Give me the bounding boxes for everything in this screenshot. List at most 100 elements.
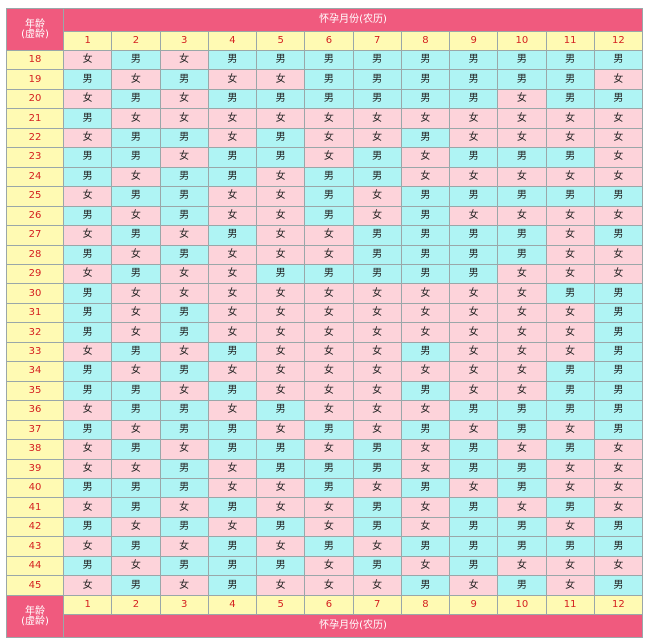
boy-cell: 男 — [400, 380, 451, 402]
girl-cell: 女 — [352, 419, 402, 441]
girl-cell: 女 — [207, 205, 258, 227]
girl-cell: 女 — [352, 380, 402, 402]
header-month-12: 12 — [593, 31, 644, 51]
boy-cell: 男 — [111, 380, 161, 402]
boy-cell: 男 — [352, 69, 402, 90]
boy-cell: 男 — [255, 147, 306, 168]
boy-cell: 男 — [62, 283, 113, 304]
girl-cell: 女 — [304, 108, 354, 129]
boy-cell: 男 — [593, 283, 644, 304]
girl-cell: 女 — [62, 400, 113, 421]
boy-cell: 男 — [593, 575, 644, 596]
girl-cell: 女 — [352, 361, 402, 382]
girl-cell: 女 — [207, 127, 258, 149]
boy-cell: 男 — [448, 186, 499, 207]
boy-cell: 男 — [545, 283, 595, 304]
girl-cell: 女 — [111, 322, 161, 343]
girl-cell: 女 — [497, 361, 547, 382]
boy-cell: 男 — [159, 69, 209, 90]
boy-cell: 男 — [400, 244, 451, 265]
boy-cell: 男 — [207, 419, 258, 441]
boy-cell: 男 — [352, 497, 402, 518]
girl-cell: 女 — [159, 147, 209, 168]
table-row: 18 女男女男男男男男男男男男 — [6, 49, 644, 71]
boy-cell: 男 — [593, 380, 644, 402]
boy-cell: 男 — [593, 186, 644, 207]
boy-cell: 男 — [159, 127, 209, 149]
girl-cell: 女 — [545, 322, 595, 343]
girl-cell: 女 — [497, 88, 547, 110]
header-month-5: 5 — [255, 31, 306, 51]
header-month-2: 2 — [111, 31, 161, 51]
girl-cell: 女 — [497, 302, 547, 324]
table-row: 40 男男男女女男女男女男女女 — [6, 477, 644, 499]
age-cell: 30 — [6, 283, 64, 304]
boy-cell: 男 — [593, 516, 644, 538]
table-row: 44 男女男男男女男女男女女女 — [6, 555, 644, 577]
footer-month-9: 9 — [448, 595, 499, 615]
boy-cell: 男 — [400, 477, 451, 499]
table-row: 27 女男女男女女男男男男女男 — [6, 225, 644, 246]
boy-cell: 男 — [255, 88, 306, 110]
boy-cell: 男 — [304, 536, 354, 557]
table-row: 32 男女男女女女女女女女女男 — [6, 322, 644, 343]
boy-cell: 男 — [111, 263, 161, 285]
girl-cell: 女 — [593, 127, 644, 149]
girl-cell: 女 — [255, 341, 306, 363]
girl-cell: 女 — [207, 244, 258, 265]
grid-body: 18 女男女男男男男男男男男男 19 男女男女女男男男男男男女 20 女男女男男男男男男女… — [6, 49, 644, 596]
girl-cell: 女 — [497, 108, 547, 129]
girl-cell: 女 — [593, 166, 644, 188]
header-month-11: 11 — [545, 31, 595, 51]
boy-cell: 男 — [593, 419, 644, 441]
boy-cell: 男 — [400, 225, 451, 246]
boy-cell: 男 — [448, 516, 499, 538]
boy-cell: 男 — [207, 439, 258, 460]
age-cell: 28 — [6, 244, 64, 265]
girl-cell: 女 — [159, 341, 209, 363]
boy-cell: 男 — [448, 147, 499, 168]
girl-cell: 女 — [352, 283, 402, 304]
boy-cell: 男 — [62, 302, 113, 324]
boy-cell: 男 — [352, 166, 402, 188]
girl-cell: 女 — [111, 69, 161, 90]
girl-cell: 女 — [255, 419, 306, 441]
girl-cell: 女 — [304, 225, 354, 246]
girl-cell: 女 — [352, 186, 402, 207]
boy-cell: 男 — [448, 263, 499, 285]
boy-cell: 男 — [304, 88, 354, 110]
girl-cell: 女 — [400, 439, 451, 460]
girl-cell: 女 — [207, 263, 258, 285]
boy-cell: 男 — [255, 127, 306, 149]
boy-cell: 男 — [207, 497, 258, 518]
boy-cell: 男 — [448, 536, 499, 557]
footer-month-3: 3 — [159, 595, 209, 615]
girl-cell: 女 — [159, 49, 209, 71]
boy-cell: 男 — [159, 302, 209, 324]
girl-cell: 女 — [62, 575, 113, 596]
age-cell: 38 — [6, 439, 64, 460]
girl-cell: 女 — [497, 263, 547, 285]
girl-cell: 女 — [400, 400, 451, 421]
table-row: 37 男女男男女男女男女男女男 — [6, 419, 644, 441]
boy-cell: 男 — [111, 575, 161, 596]
boy-cell: 男 — [62, 205, 113, 227]
boy-cell: 男 — [352, 516, 402, 538]
boy-cell: 男 — [111, 186, 161, 207]
footer-month-2: 2 — [111, 595, 161, 615]
boy-cell: 男 — [304, 166, 354, 188]
age-cell: 42 — [6, 516, 64, 538]
age-cell: 24 — [6, 166, 64, 188]
girl-cell: 女 — [255, 225, 306, 246]
boy-cell: 男 — [497, 419, 547, 441]
girl-cell: 女 — [207, 516, 258, 538]
girl-cell: 女 — [545, 555, 595, 577]
boy-cell: 男 — [62, 108, 113, 129]
boy-cell: 男 — [255, 439, 306, 460]
boy-cell: 男 — [62, 361, 113, 382]
age-cell: 26 — [6, 205, 64, 227]
boy-cell: 男 — [400, 49, 451, 71]
girl-cell: 女 — [352, 400, 402, 421]
boy-cell: 男 — [159, 186, 209, 207]
girl-cell: 女 — [255, 166, 306, 188]
